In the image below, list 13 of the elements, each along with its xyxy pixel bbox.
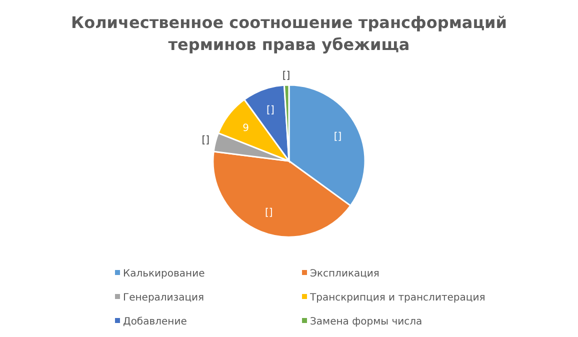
legend-label: Замена формы числа [310, 316, 422, 328]
legend-label: Добавление [123, 316, 187, 328]
data-label: [] [264, 207, 273, 218]
data-label: 9 [242, 122, 249, 134]
data-label: [] [282, 70, 290, 82]
legend-label: Экспликация [310, 268, 380, 280]
legend-label: Транскрипция и транслитерация [309, 292, 486, 304]
legend-label: Калькирование [123, 268, 205, 280]
data-label: [] [334, 132, 342, 143]
data-label: [] [266, 105, 274, 116]
chart-title: Количественное соотношение трансформаций терминов права убежища [71, 13, 507, 54]
data-label: [] [202, 135, 210, 146]
legend-label: Генерализация [123, 292, 204, 304]
